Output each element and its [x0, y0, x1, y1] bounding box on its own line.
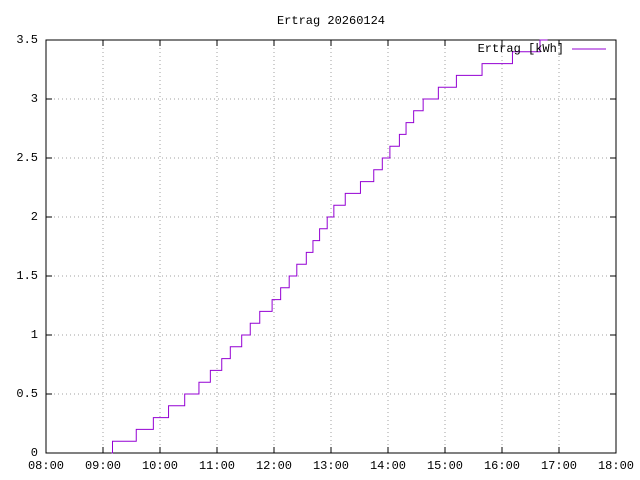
y-tick-label: 0 — [31, 446, 38, 460]
x-tick-label: 14:00 — [370, 459, 406, 473]
x-tick-label: 15:00 — [427, 459, 463, 473]
y-tick-label: 0.5 — [16, 387, 38, 401]
y-tick-label: 3 — [31, 92, 38, 106]
x-tick-label: 17:00 — [541, 459, 577, 473]
y-tick-label: 2 — [31, 210, 38, 224]
x-tick-label: 16:00 — [484, 459, 520, 473]
x-tick-label: 08:00 — [28, 459, 64, 473]
legend-label: Ertrag [kWh] — [478, 42, 564, 56]
x-tick-label: 10:00 — [142, 459, 178, 473]
y-tick-label: 2.5 — [16, 151, 38, 165]
x-tick-label: 13:00 — [313, 459, 349, 473]
y-tick-label: 1.5 — [16, 269, 38, 283]
x-tick-label: 18:00 — [598, 459, 634, 473]
x-tick-label: 12:00 — [256, 459, 292, 473]
plot-border — [45, 39, 617, 454]
data-line — [111, 39, 548, 454]
x-tick-label: 11:00 — [199, 459, 235, 473]
chart-title: Ertrag 20260124 — [277, 14, 385, 28]
y-tick-label: 3.5 — [16, 33, 38, 47]
y-tick-label: 1 — [31, 328, 38, 342]
x-tick-label: 09:00 — [85, 459, 121, 473]
